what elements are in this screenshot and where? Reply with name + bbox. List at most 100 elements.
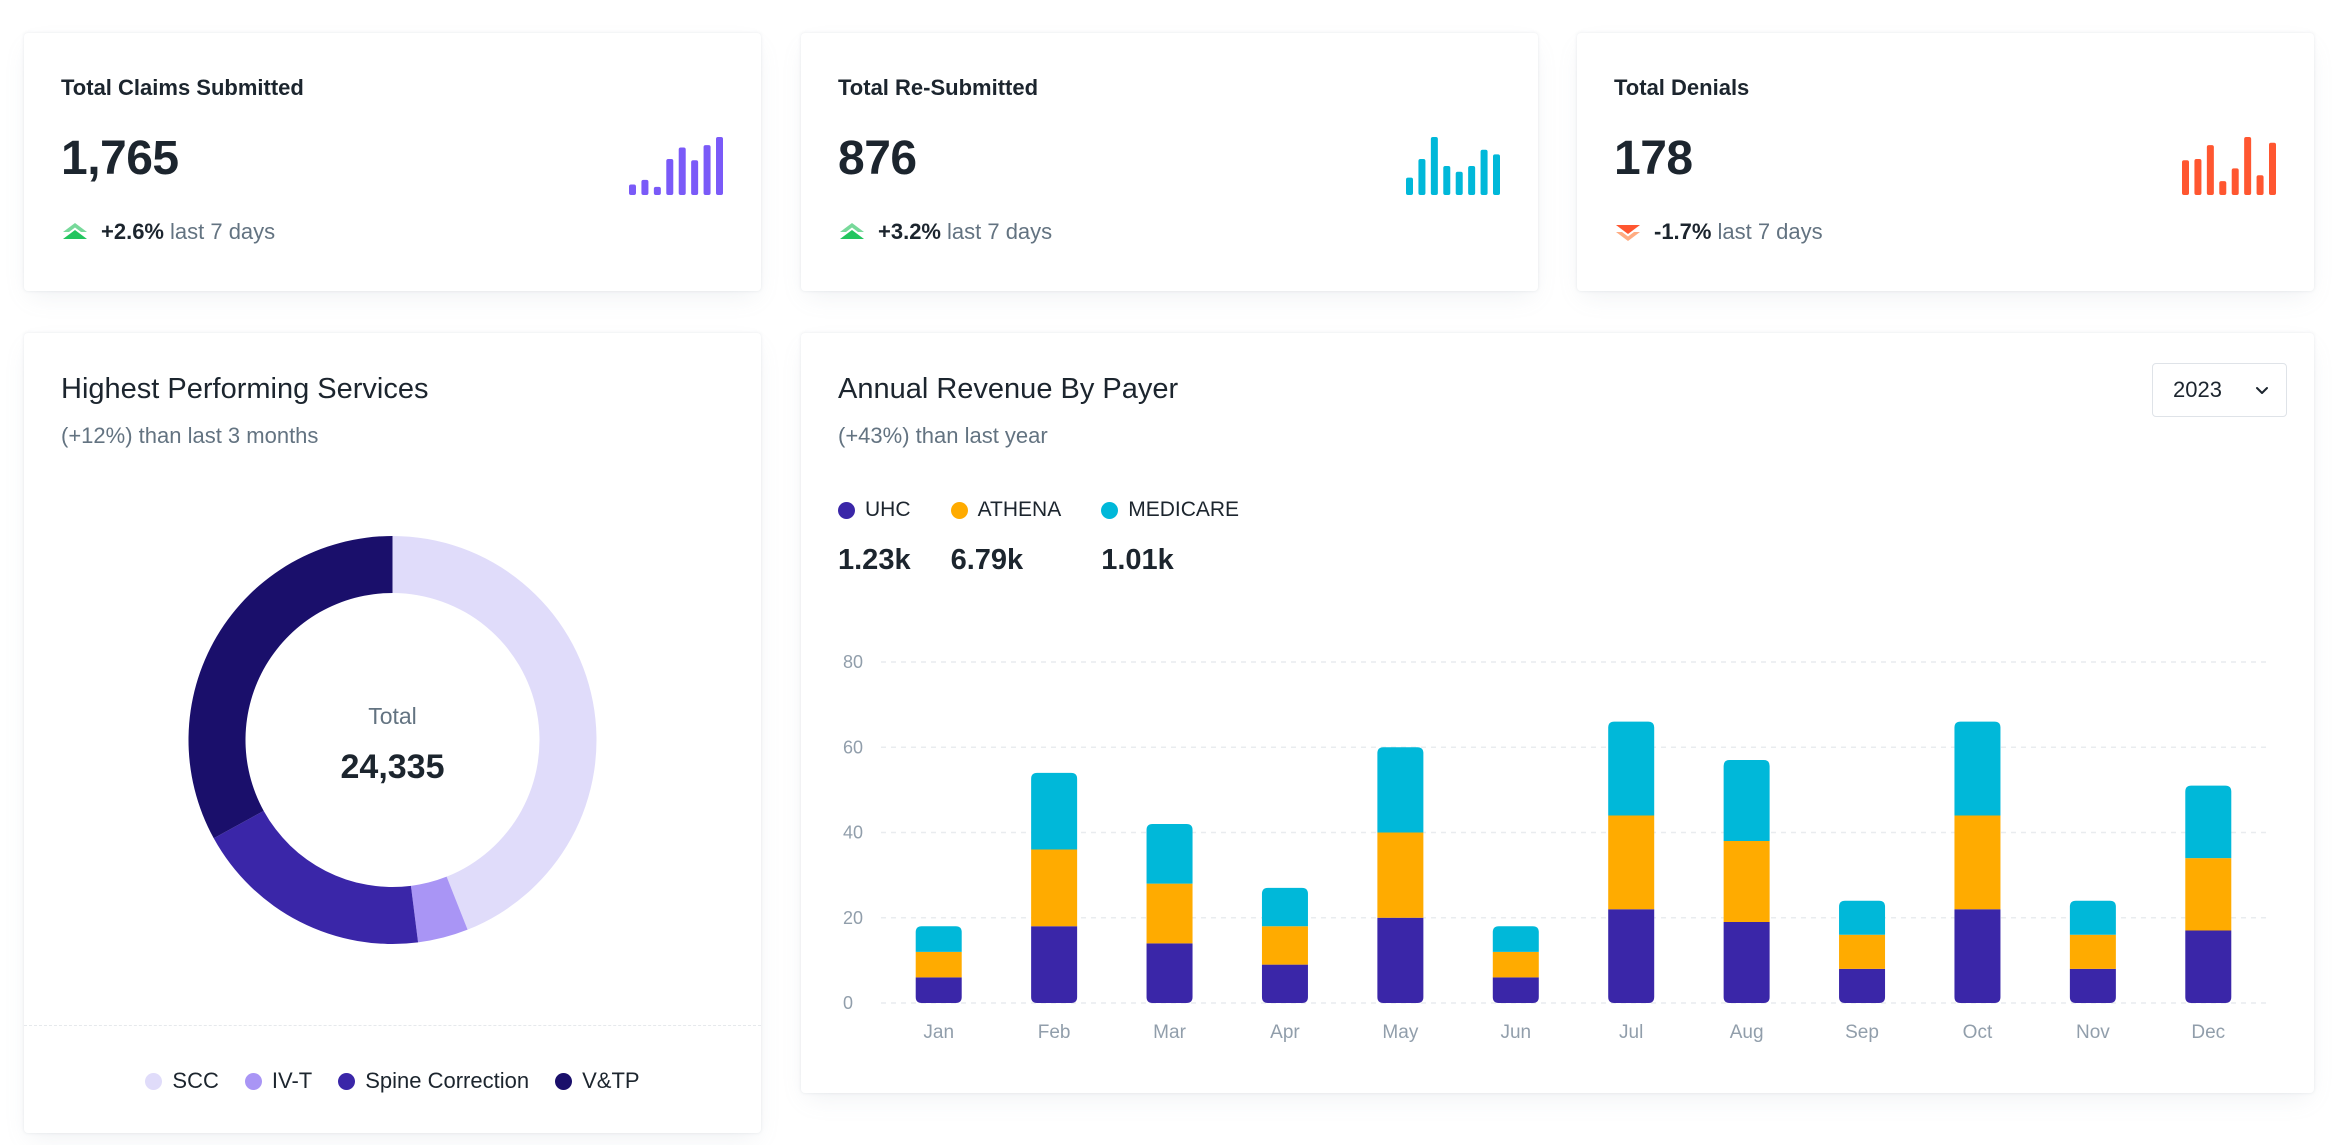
bar-medicare-jul[interactable] [1608, 721, 1655, 816]
sparkline-bar [2206, 145, 2214, 195]
sparkline-bar [641, 179, 649, 195]
chevron-down-icon [2256, 387, 2268, 394]
legend-item-spine-correction[interactable]: Spine Correction [338, 1068, 529, 1094]
sparkline-bar [1430, 137, 1438, 195]
bar-uhc-apr[interactable] [1261, 964, 1308, 1003]
bar-athena-feb[interactable] [1031, 849, 1078, 927]
trend-period: last 7 days [170, 219, 276, 244]
bar-medicare-nov[interactable] [2069, 900, 2116, 935]
trend-percent: +3.2% [878, 219, 941, 244]
y-tick-label: 40 [843, 823, 863, 843]
sparkline-bar [1480, 149, 1488, 195]
legend-divider [24, 1025, 761, 1026]
x-tick-label: Jun [1500, 1022, 1531, 1043]
sparkline-bar [1406, 177, 1413, 195]
annual-revenue-card: Annual Revenue By Payer (+43%) than last… [801, 333, 2314, 1093]
bar-medicare-mar[interactable] [1146, 823, 1193, 884]
legend-item-iv-t[interactable]: IV-T [244, 1068, 312, 1094]
trend-period: last 7 days [947, 219, 1053, 244]
bar-athena-jul[interactable] [1608, 815, 1655, 910]
bar-athena-oct[interactable] [1954, 815, 2001, 910]
year-select-value: 2023 [2173, 377, 2222, 402]
sparkline-bar [1418, 159, 1426, 195]
bar-uhc-jun[interactable] [1492, 977, 1539, 1003]
sparkline-chart [629, 137, 723, 195]
donut-slice-iv-t[interactable] [410, 876, 468, 943]
legend-dot [244, 1072, 262, 1090]
payer-label: MEDICARE [1128, 498, 1240, 521]
legend-item-scc[interactable]: SCC [145, 1068, 219, 1094]
stat-value: 1,765 [61, 132, 179, 185]
payer-medicare[interactable]: MEDICARE 1.01k [1101, 498, 1239, 577]
bar-uhc-dec[interactable] [2185, 930, 2232, 1003]
x-tick-label: Dec [2191, 1022, 2225, 1043]
stat-value: 178 [1614, 132, 1693, 185]
donut-slice-scc[interactable] [392, 536, 597, 930]
sparkline-bar [2182, 160, 2189, 195]
bar-uhc-jul[interactable] [1608, 909, 1655, 1003]
donut-slice-v-tp[interactable] [188, 536, 393, 839]
bar-athena-may[interactable] [1377, 832, 1424, 918]
donut-chart [188, 536, 597, 945]
y-tick-label: 80 [843, 652, 863, 672]
bar-athena-dec[interactable] [2185, 858, 2232, 931]
bar-medicare-oct[interactable] [1954, 721, 2001, 816]
panel-subtitle: (+12%) than last 3 months [61, 423, 319, 448]
sparkline-bar [691, 160, 699, 195]
bar-athena-mar[interactable] [1146, 883, 1193, 944]
bar-uhc-nov[interactable] [2069, 968, 2116, 1003]
x-tick-label: Apr [1270, 1022, 1300, 1043]
sparkline-bar [666, 159, 674, 195]
bar-medicare-jan[interactable] [915, 926, 962, 952]
trend-percent: +2.6% [101, 219, 164, 244]
sparkline-bar [2244, 137, 2252, 195]
bar-athena-aug[interactable] [1723, 841, 1770, 923]
bar-uhc-mar[interactable] [1146, 943, 1193, 1003]
legend-dot [1101, 501, 1119, 519]
bar-medicare-aug[interactable] [1723, 760, 1770, 842]
donut-slice-spine-correction[interactable] [213, 810, 419, 945]
bar-uhc-aug[interactable] [1723, 922, 1770, 1003]
x-tick-label: Oct [1963, 1022, 1993, 1043]
legend-dot [338, 1072, 356, 1090]
stat-card-claims-submitted: Total Claims Submitted 1,765 +2.6% last … [24, 33, 761, 291]
bar-medicare-apr[interactable] [1261, 887, 1308, 927]
x-tick-label: Mar [1153, 1022, 1186, 1043]
payer-athena[interactable]: ATHENA 6.79k [950, 498, 1061, 577]
bar-athena-apr[interactable] [1261, 926, 1308, 965]
trend-percent: -1.7% [1654, 219, 1712, 244]
bar-athena-jan[interactable] [915, 951, 962, 978]
bar-medicare-may[interactable] [1377, 747, 1424, 833]
legend-label: Spine Correction [365, 1068, 530, 1093]
bar-uhc-sep[interactable] [1839, 968, 1886, 1003]
bar-uhc-feb[interactable] [1031, 926, 1078, 1003]
y-tick-label: 20 [843, 908, 863, 928]
bar-uhc-may[interactable] [1377, 917, 1424, 1003]
bar-athena-sep[interactable] [1839, 934, 1886, 969]
legend-dot [145, 1072, 163, 1090]
stat-title: Total Denials [1614, 75, 1750, 100]
trend-up-icon [838, 220, 866, 244]
bar-medicare-dec[interactable] [2185, 785, 2232, 859]
bar-medicare-sep[interactable] [1839, 900, 1886, 935]
bar-medicare-jun[interactable] [1492, 926, 1539, 952]
x-tick-label: May [1382, 1022, 1418, 1043]
sparkline-bar [2194, 159, 2202, 195]
bar-uhc-jan[interactable] [915, 977, 962, 1003]
stat-card-resubmitted: Total Re-Submitted 876 +3.2% last 7 days [801, 33, 1538, 291]
bar-athena-nov[interactable] [2069, 934, 2116, 969]
sparkline-bar [629, 184, 636, 195]
legend-label: SCC [172, 1068, 219, 1093]
sparkline-bar [2269, 142, 2276, 195]
legend-dot [555, 1072, 573, 1090]
legend-dot [950, 501, 968, 519]
sparkline-bar [2219, 181, 2227, 195]
stat-title: Total Claims Submitted [61, 75, 304, 100]
bar-uhc-oct[interactable] [1954, 909, 2001, 1003]
payer-uhc[interactable]: UHC 1.23k [838, 498, 911, 577]
year-select[interactable]: 2023 [2152, 363, 2287, 417]
bar-athena-jun[interactable] [1492, 951, 1539, 978]
legend-item-v-tp[interactable]: V&TP [555, 1068, 640, 1094]
stat-value: 876 [838, 132, 917, 185]
bar-medicare-feb[interactable] [1031, 772, 1078, 850]
